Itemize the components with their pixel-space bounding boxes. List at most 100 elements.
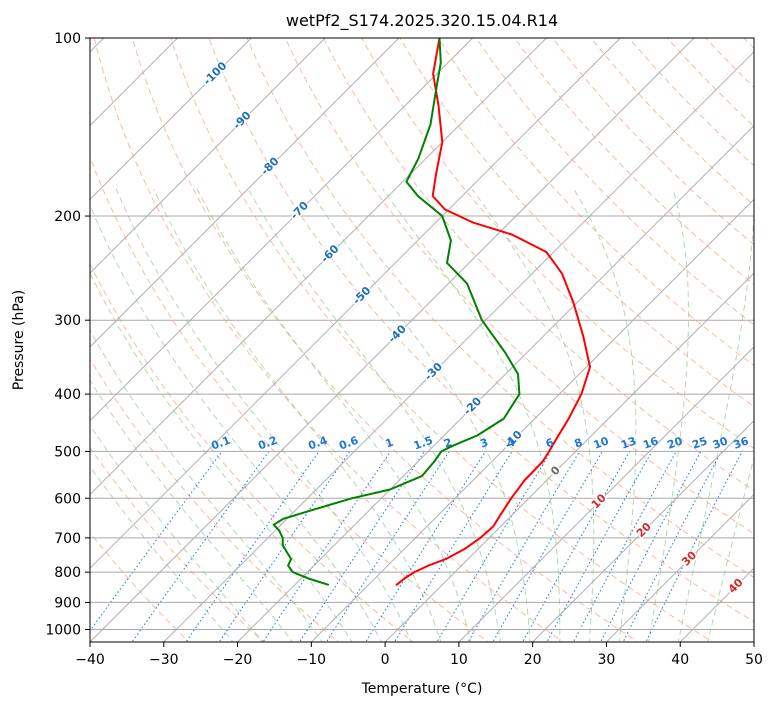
mixing-ratio-line (467, 451, 581, 642)
dry-adiabat-line (361, 38, 754, 449)
mixing-ratio-line (262, 451, 392, 642)
dry-adiabat-line (437, 38, 754, 367)
isotherm-line (531, 419, 754, 642)
mixing-ratio-label: 0.6 (337, 434, 360, 453)
isotherm-line (90, 38, 695, 642)
y-tick-label: 200 (54, 209, 81, 225)
y-tick-label: 400 (54, 387, 81, 403)
mixing-ratio-label: 25 (690, 434, 709, 451)
y-axis-label: Pressure (hPa) (11, 290, 27, 390)
mixing-ratio-label: 4 (505, 436, 517, 451)
mixing-ratio-label: 1 (384, 436, 396, 451)
y-tick-label: 900 (54, 595, 81, 611)
x-tick-label: 40 (671, 652, 689, 668)
mixing-ratio-line (90, 451, 223, 632)
moist-adiabat-line (648, 188, 689, 642)
dry-adiabat-line (475, 38, 754, 326)
dry-adiabat-line (246, 38, 754, 578)
x-tick-label: −20 (223, 652, 253, 668)
y-tick-label: 300 (54, 313, 81, 329)
mixing-ratio-label: 3 (478, 436, 490, 451)
mixing-ratio-label: 0.4 (306, 434, 329, 453)
moist-adiabat-line (382, 188, 561, 642)
mixing-ratio-line (325, 451, 450, 642)
x-tick-label: −10 (297, 652, 327, 668)
y-tick-label: 100 (54, 31, 81, 47)
x-tick-label: 10 (450, 652, 468, 668)
mixing-ratio-label: 0.1 (209, 434, 232, 453)
isobars (90, 38, 754, 630)
mixing-ratio-label: 1.5 (412, 434, 435, 453)
mixing-ratio-label: 13 (619, 434, 638, 451)
mixing-ratio-line (600, 451, 702, 642)
isotherm-line (90, 38, 326, 274)
moist-adiabat-line (677, 202, 754, 642)
x-tick-label: −30 (149, 652, 179, 668)
chart-title: wetPf2_S174.2025.320.15.04.R14 (286, 11, 558, 31)
mixing-ratio-line (622, 451, 722, 642)
moist-adiabat-line (196, 188, 472, 642)
dry-adiabat-line (90, 155, 490, 642)
moist-adiabat-line (247, 188, 501, 642)
mixing-ratio-label: 36 (732, 434, 751, 452)
profile-lines (272, 38, 591, 586)
y-tick-label: 1000 (45, 622, 81, 638)
isotherm-line (90, 38, 253, 201)
mixing-ratio-label: 0.2 (256, 434, 279, 453)
mixing-ratio-lines (90, 451, 743, 642)
mixing-ratio-label: 16 (641, 434, 660, 452)
y-tick-label: 700 (54, 531, 81, 547)
moist-adiabat-line (115, 188, 412, 642)
mixing-ratio-line (572, 451, 677, 642)
moist-adiabat-line (153, 188, 442, 642)
mixing-ratio-line (546, 451, 653, 642)
isotherm-line (236, 124, 754, 642)
isotherm-line (90, 38, 621, 569)
isotherm-line (458, 346, 754, 642)
mixing-ratio-labels: 0.1 0.2 0.4 0.6 1 1.5 2 3 4 6 8 10 13 16 20 25 30 36 (209, 434, 750, 453)
mixing-ratio-line (436, 451, 552, 642)
mixing-ratio-line (185, 451, 320, 642)
x-tick-label: 50 (745, 652, 763, 668)
y-axis-ticks: 100 200 300 400 500 600 700 800 900 1000 (45, 31, 90, 638)
moist-adiabat-line (90, 272, 353, 642)
x-tick-label: −40 (75, 652, 105, 668)
mixing-ratio-label: 10 (592, 434, 611, 452)
dewpoint-line (272, 38, 521, 586)
dry-adiabat-line (90, 262, 415, 642)
x-tick-label: 0 (381, 652, 390, 668)
y-tick-label: 500 (54, 444, 81, 460)
temperature-line (395, 38, 591, 586)
isotherms (90, 38, 754, 642)
y-tick-label: 600 (54, 491, 81, 507)
x-tick-label: 30 (598, 652, 616, 668)
moist-adiabat-line (573, 188, 637, 642)
isotherm-line (90, 38, 400, 348)
mixing-ratio-label: 20 (665, 434, 684, 452)
isotherm-line (90, 38, 474, 422)
isotherm-line (163, 51, 754, 642)
plot-frame (89, 37, 755, 643)
mixing-ratio-label: 8 (573, 436, 585, 451)
mixing-ratio-line (394, 451, 513, 642)
mixing-ratio-label: 6 (544, 436, 556, 451)
mixing-ratio-line (298, 451, 425, 642)
y-tick-label: 800 (54, 565, 81, 581)
x-tick-label: 20 (524, 652, 542, 668)
x-axis-ticks: −40 −30 −20 −10 0 10 20 30 40 50 (75, 642, 763, 668)
isotherm-line (90, 38, 548, 496)
mixing-ratio-line (131, 451, 270, 642)
mixing-ratio-label: 2 (442, 436, 454, 451)
x-axis-label: Temperature (°C) (361, 681, 483, 697)
dry-adiabat-line (322, 38, 754, 492)
moist-adiabat-line (90, 203, 382, 642)
isotherm-line (384, 272, 754, 642)
moist-adiabat-line (471, 188, 595, 642)
isotherm-line (310, 198, 754, 642)
isotherm-line (605, 493, 754, 642)
moist-adiabat-line (90, 465, 234, 642)
mixing-ratio-line (365, 451, 486, 642)
